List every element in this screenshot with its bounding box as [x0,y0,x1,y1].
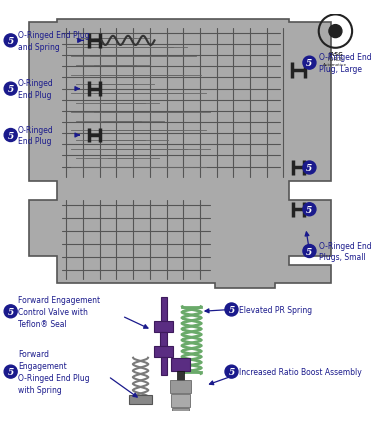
Circle shape [4,83,17,96]
Bar [154,346,173,357]
Text: O-Ringed End Plug
and Spring: O-Ringed End Plug and Spring [18,31,90,52]
Circle shape [4,305,17,318]
Circle shape [225,303,238,316]
Text: IASG: IASG [328,52,343,57]
Text: 5: 5 [306,59,312,68]
Circle shape [329,26,342,38]
Text: 5: 5 [8,37,14,46]
Circle shape [303,161,316,175]
Text: 5: 5 [306,247,312,256]
Text: Elevated PR Spring: Elevated PR Spring [239,305,312,314]
Circle shape [4,365,17,378]
Text: 5: 5 [228,367,235,376]
Bar [171,358,190,371]
Bar [154,321,173,332]
Circle shape [303,57,316,70]
Bar [177,371,184,380]
Bar [171,394,190,407]
Text: Forward Engagement
Control Valve with
Teflon® Seal: Forward Engagement Control Valve with Te… [18,295,100,328]
Bar [161,298,167,321]
Text: O-Ringed End
Plug, Large: O-Ringed End Plug, Large [319,53,371,74]
Text: 5: 5 [8,367,14,376]
Text: O-Ringed End
Plugs, Small: O-Ringed End Plugs, Small [319,241,371,262]
Bar [171,421,190,426]
Text: 5: 5 [228,305,235,314]
Bar [160,332,167,346]
Bar [129,395,152,404]
Text: O-Ringed
End Plug: O-Ringed End Plug [18,79,54,100]
Text: Automotive: Automotive [324,63,347,66]
Text: Forward
Engagement
O-Ringed End Plug
with Spring: Forward Engagement O-Ringed End Plug wit… [18,350,90,394]
Circle shape [225,365,238,378]
Polygon shape [29,20,331,288]
Bar [170,422,191,426]
Text: 5: 5 [306,164,312,173]
Bar [172,408,189,421]
Text: O-Ringed
End Plug: O-Ringed End Plug [18,125,54,146]
Text: 5: 5 [8,307,14,316]
Text: Increased Ratio Boost Assembly: Increased Ratio Boost Assembly [239,367,362,376]
Circle shape [4,35,17,48]
Text: 5: 5 [8,131,14,140]
Text: 5: 5 [8,85,14,94]
Text: 5: 5 [306,205,312,214]
Bar [161,357,167,375]
Bar [170,380,191,393]
Circle shape [303,203,316,216]
Circle shape [303,245,316,258]
Text: FORCE: FORCE [327,57,343,62]
Circle shape [4,129,17,142]
